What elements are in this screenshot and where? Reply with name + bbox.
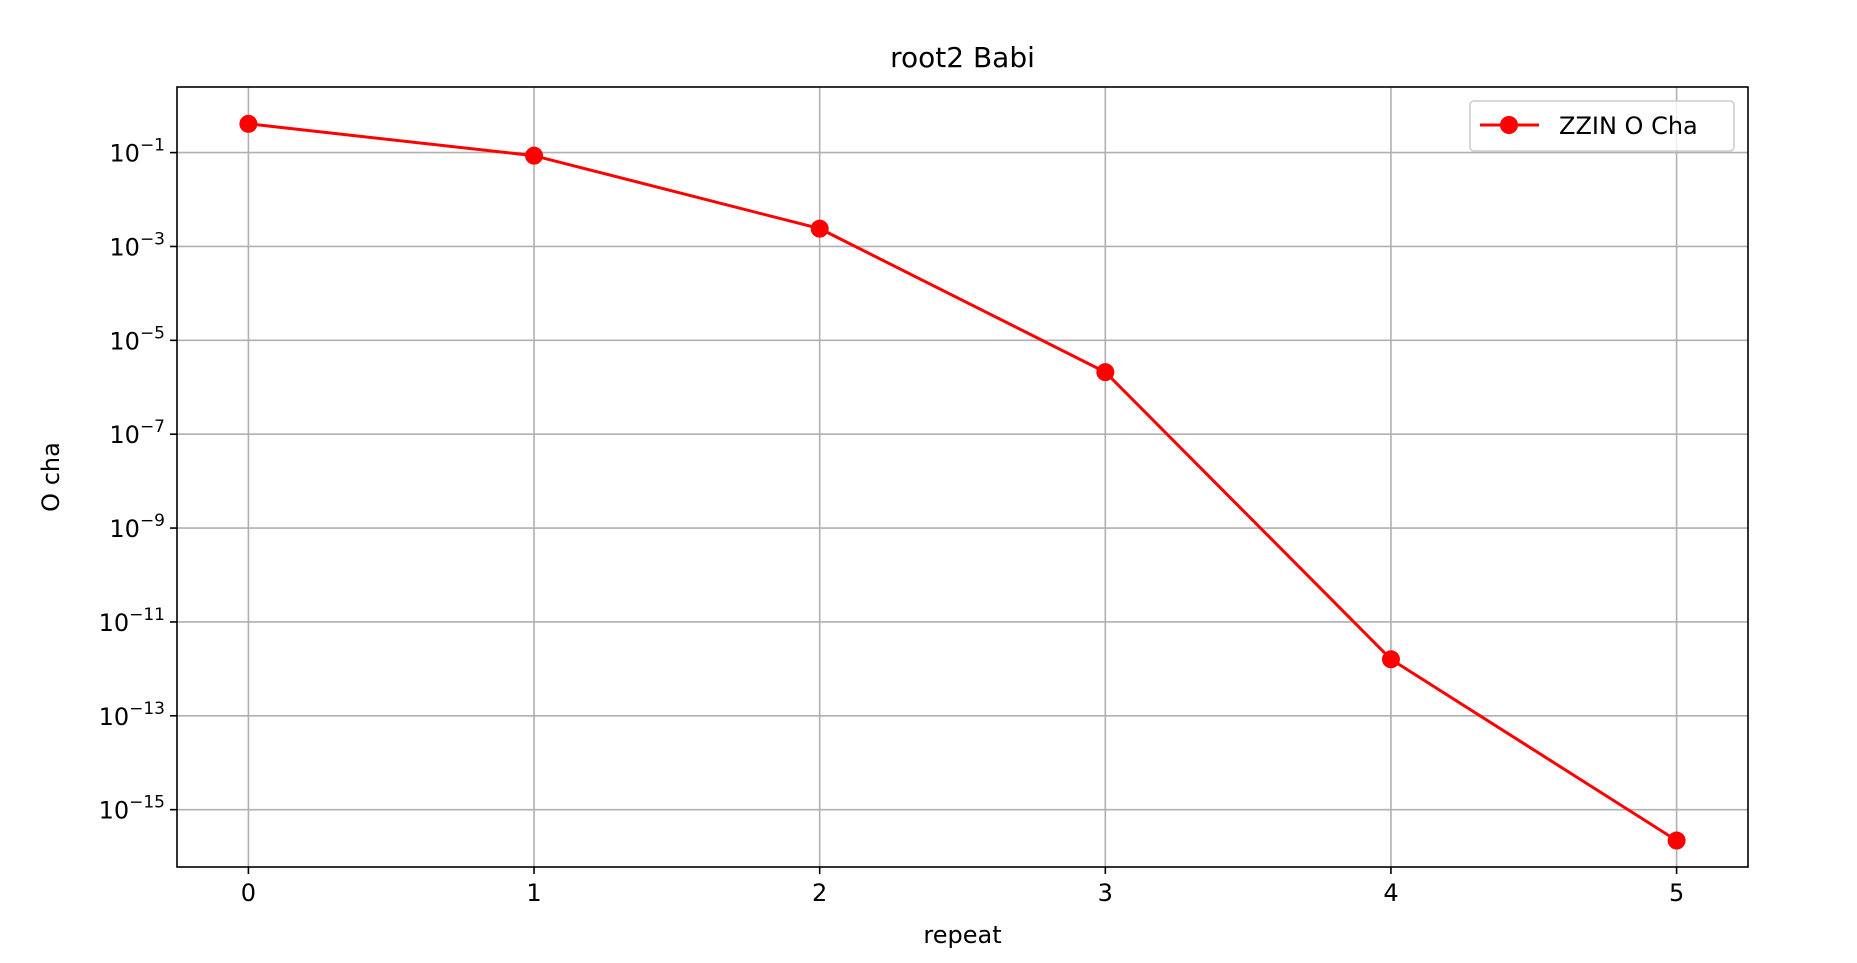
y-tick-label: 10−7 bbox=[109, 417, 165, 449]
y-tick-label: 10−1 bbox=[109, 136, 165, 168]
data-point bbox=[525, 146, 544, 165]
plot-area-frame bbox=[176, 86, 1749, 868]
y-tick-base: 10 bbox=[99, 797, 130, 825]
y-tick-exponent: −7 bbox=[140, 417, 165, 437]
y-tick-base: 10 bbox=[109, 233, 140, 261]
legend-box bbox=[1469, 100, 1735, 152]
y-tick-base: 10 bbox=[99, 609, 130, 637]
y-tick-base: 10 bbox=[109, 515, 140, 543]
y-axis-label: O cha bbox=[37, 442, 65, 512]
data-point bbox=[1381, 650, 1400, 669]
y-tick-label: 10−15 bbox=[99, 793, 165, 825]
x-tick-label: 4 bbox=[1383, 879, 1398, 907]
x-tick-label: 1 bbox=[526, 879, 541, 907]
y-tick-exponent: −9 bbox=[140, 511, 165, 531]
y-tick-base: 10 bbox=[109, 327, 140, 355]
data-point bbox=[1096, 363, 1115, 382]
y-tick-exponent: −1 bbox=[140, 136, 165, 156]
y-tick-label: 10−13 bbox=[99, 699, 165, 731]
data-point bbox=[239, 114, 258, 133]
y-tick-exponent: −13 bbox=[129, 699, 165, 719]
x-tick-label: 2 bbox=[812, 879, 827, 907]
x-tick-label: 3 bbox=[1098, 879, 1113, 907]
chart-title: root2 Babi bbox=[890, 41, 1035, 74]
axis-ticks: 0 1 2 3 4 510−110−310−510−710−910−1110−1310−1… bbox=[99, 136, 1685, 907]
x-axis-label: repeat bbox=[923, 921, 1001, 949]
grid-lines bbox=[177, 87, 1748, 867]
y-tick-exponent: −11 bbox=[129, 605, 165, 625]
series-layer bbox=[239, 114, 1686, 850]
y-tick-base: 10 bbox=[99, 703, 130, 731]
legend-label: ZZIN O Cha bbox=[1559, 112, 1698, 140]
y-tick-exponent: −5 bbox=[140, 323, 165, 343]
data-point bbox=[1667, 831, 1686, 850]
y-tick-exponent: −15 bbox=[129, 793, 165, 813]
x-tick-label: 0 bbox=[241, 879, 256, 907]
data-point bbox=[810, 219, 829, 238]
y-tick-base: 10 bbox=[109, 140, 140, 168]
legend: ZZIN O Cha bbox=[1469, 100, 1735, 152]
y-tick-label: 10−9 bbox=[109, 511, 165, 543]
y-tick-exponent: −3 bbox=[140, 229, 165, 249]
series-line bbox=[248, 122, 1678, 842]
y-tick-label: 10−3 bbox=[109, 229, 165, 261]
legend-marker bbox=[1500, 116, 1518, 134]
y-tick-label: 10−5 bbox=[109, 323, 165, 355]
y-tick-base: 10 bbox=[109, 421, 140, 449]
y-tick-label: 10−11 bbox=[99, 605, 165, 637]
x-tick-label: 5 bbox=[1669, 879, 1684, 907]
